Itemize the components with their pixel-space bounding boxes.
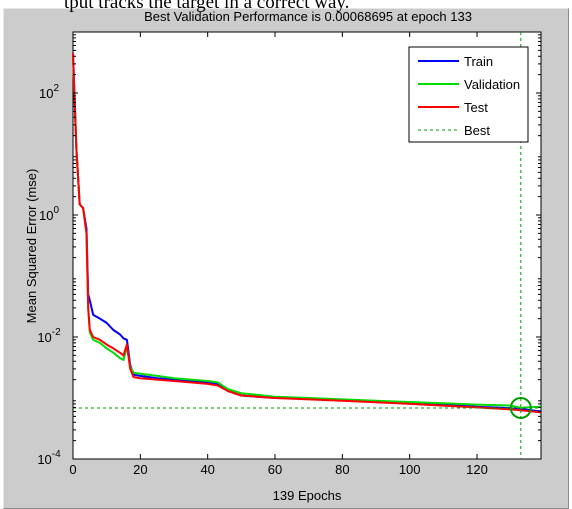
legend-label-best: Best — [464, 123, 490, 138]
legend-box — [408, 46, 529, 143]
ticks-layer: 0 20 40 60 80 100 120 10-4 10-2 100 102 — [37, 32, 541, 477]
y-tick-label: 10-4 — [37, 449, 61, 467]
best-point-marker — [509, 396, 532, 419]
x-tick-label: 60 — [268, 462, 282, 477]
series-layer — [72, 53, 542, 414]
y-axis-label: Mean Squared Error (mse) — [24, 169, 39, 324]
caption-text: tput tracks the target in a correct way. — [64, 0, 350, 13]
legend-label-train: Train — [464, 54, 493, 69]
x-tick-label: 80 — [335, 462, 349, 477]
y-tick-label: 102 — [39, 83, 59, 101]
x-tick-label: 0 — [69, 462, 76, 477]
x-tick-label: 100 — [399, 462, 421, 477]
y-tick-label: 10-2 — [37, 327, 61, 345]
series-line-test — [72, 53, 542, 414]
legend-label-test: Test — [464, 100, 488, 115]
x-tick-label: 120 — [466, 462, 488, 477]
y-tick-label: 100 — [39, 205, 59, 223]
x-tick-label: 40 — [200, 462, 214, 477]
x-axis-label: 139 Epochs — [273, 488, 342, 503]
best-marker-layer — [73, 32, 541, 459]
legend-label-validation: Validation — [464, 77, 520, 92]
chart-title: Best Validation Performance is 0.0006869… — [144, 9, 472, 24]
x-tick-label: 20 — [133, 462, 147, 477]
legend: Train Validation Test Best — [408, 46, 529, 143]
